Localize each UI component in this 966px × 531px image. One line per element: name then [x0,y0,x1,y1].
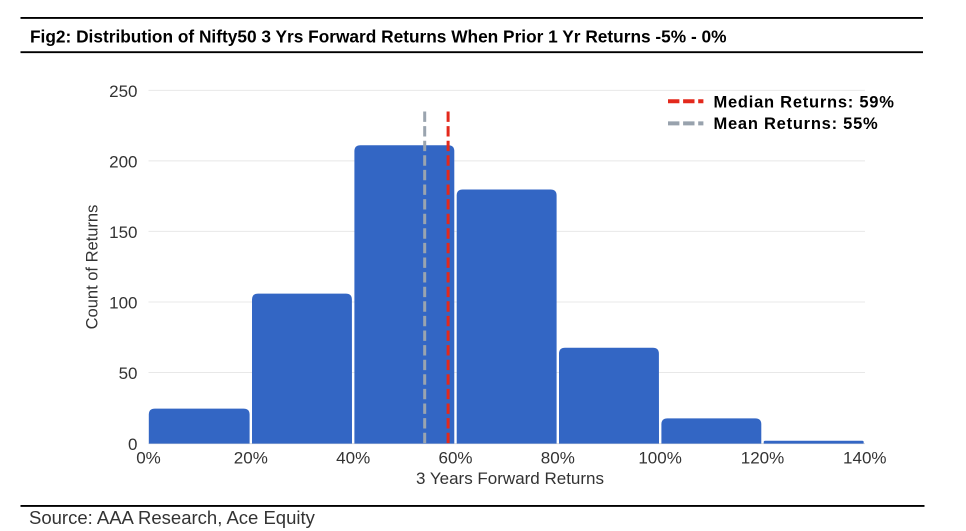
svg-text:Count of Returns: Count of Returns [84,205,102,330]
svg-text:140%: 140% [843,449,886,468]
svg-text:0: 0 [128,435,137,454]
svg-text:20%: 20% [234,449,268,468]
svg-text:3 Years Forward Returns: 3 Years Forward Returns [416,469,604,488]
svg-text:50: 50 [119,364,138,383]
svg-text:Mean Returns: 55%: Mean Returns: 55% [714,115,879,133]
svg-text:80%: 80% [541,449,575,468]
svg-text:60%: 60% [438,449,472,468]
svg-text:40%: 40% [336,449,370,468]
svg-text:100%: 100% [638,449,681,468]
svg-text:Source: AAA Research, Ace Equi: Source: AAA Research, Ace Equity [29,507,316,528]
svg-text:Fig2: Distribution of Nifty50: Fig2: Distribution of Nifty50 3 Yrs Forw… [30,27,727,47]
svg-text:100: 100 [109,294,137,313]
svg-text:0%: 0% [136,449,161,468]
svg-text:120%: 120% [741,449,784,468]
svg-text:200: 200 [109,152,137,171]
svg-text:Median Returns: 59%: Median Returns: 59% [714,94,895,112]
svg-text:150: 150 [109,223,137,242]
svg-text:250: 250 [109,82,137,101]
